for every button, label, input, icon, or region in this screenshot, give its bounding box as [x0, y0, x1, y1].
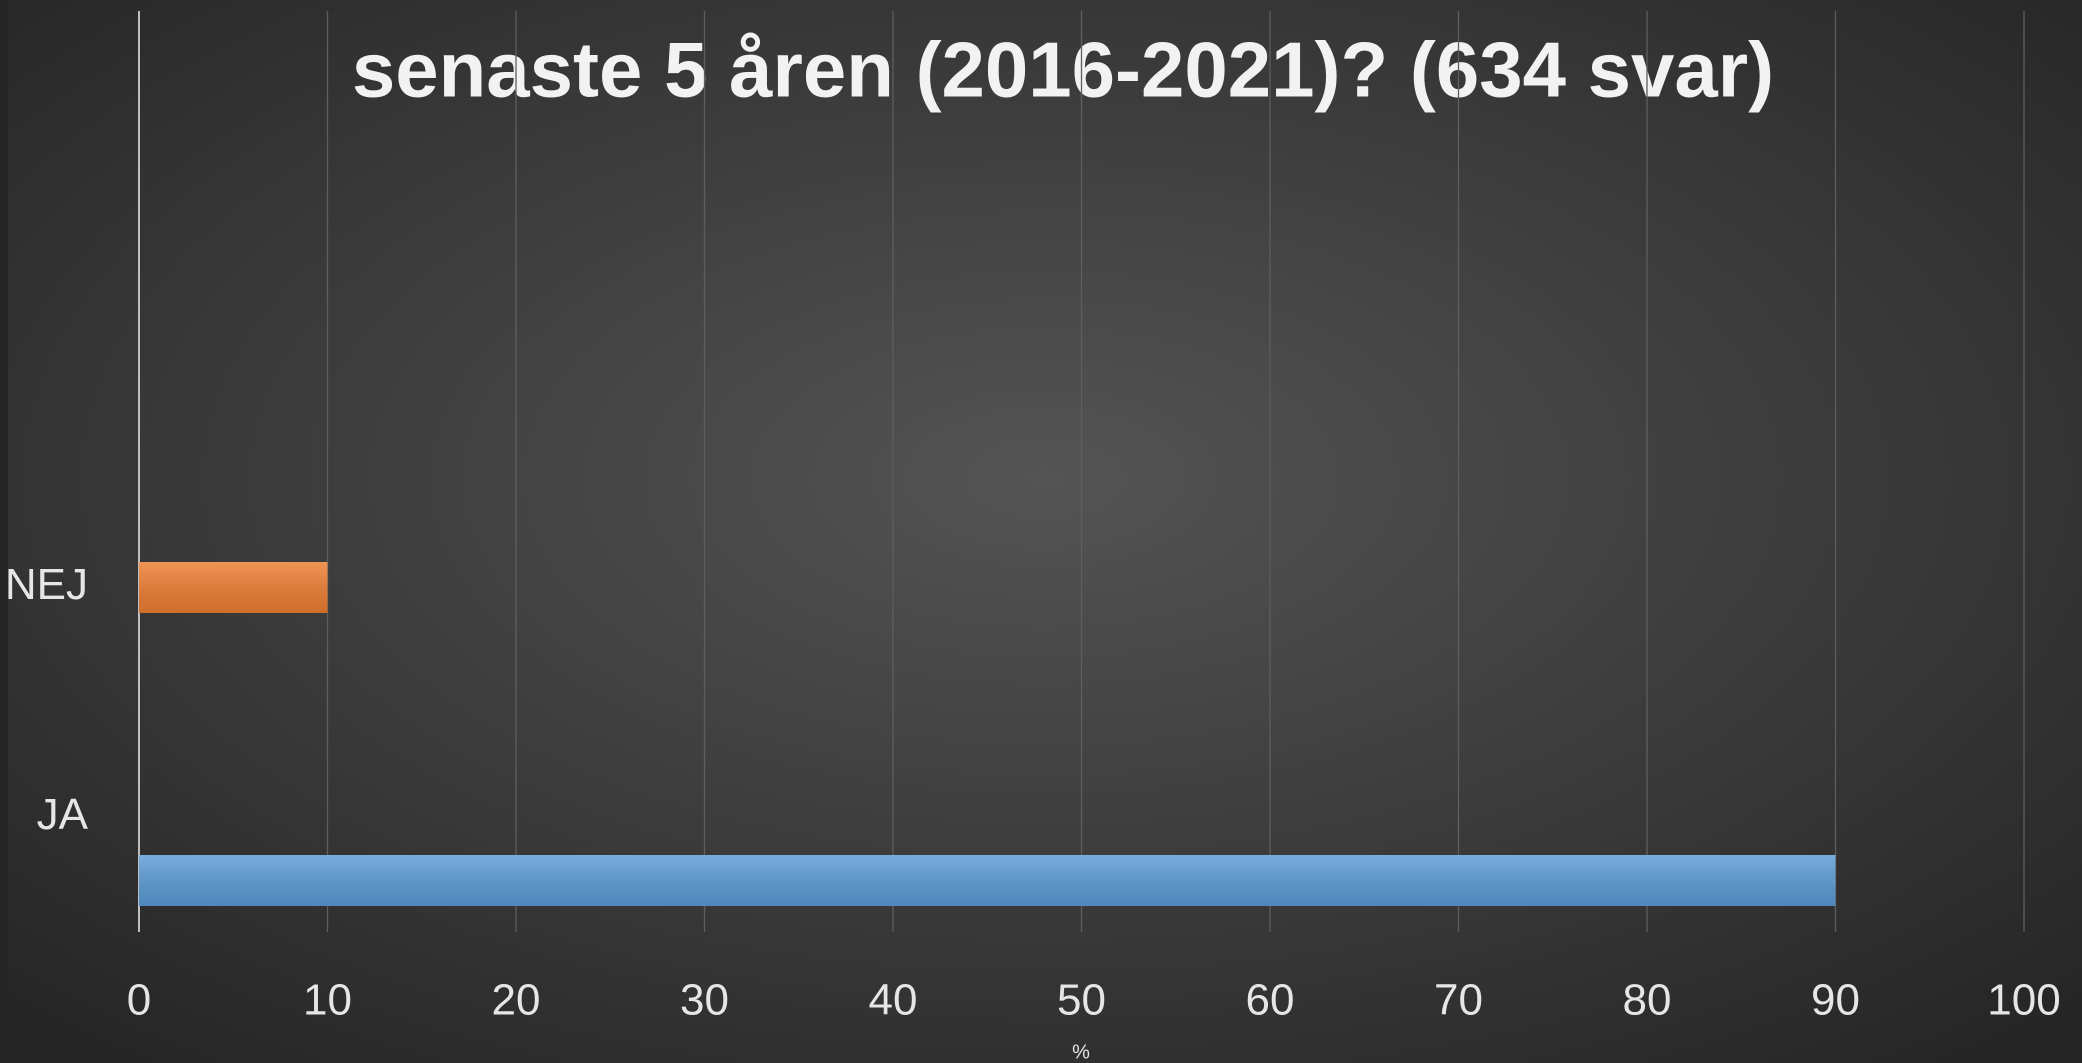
x-tick-label: 80	[1623, 976, 1672, 1025]
x-tick-label: 0	[127, 976, 151, 1025]
bar-shade	[139, 562, 328, 613]
chart-title: senaste 5 åren (2016-2021)? (634 svar)	[352, 26, 1774, 114]
x-tick-label: 30	[680, 976, 729, 1025]
x-tick-label: 20	[492, 976, 541, 1025]
x-tick-label: 40	[869, 976, 918, 1025]
x-tick-label: 90	[1811, 976, 1860, 1025]
x-tick-label: 100	[1987, 976, 2060, 1025]
y-tick-label: NEJ	[5, 560, 88, 609]
x-tick-label: 70	[1434, 976, 1483, 1025]
x-tick-label: 10	[303, 976, 352, 1025]
x-tick-label: 50	[1057, 976, 1106, 1025]
x-tick-label: 60	[1246, 976, 1295, 1025]
bar-shade	[139, 855, 1836, 906]
x-axis-label: %	[1072, 1041, 1090, 1063]
y-tick-label: JA	[37, 790, 89, 839]
